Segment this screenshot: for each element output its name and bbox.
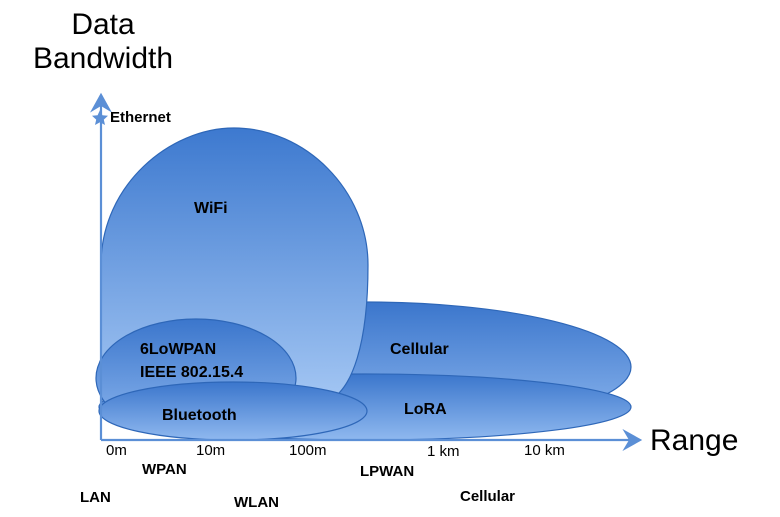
ethernet-label: Ethernet (110, 109, 171, 126)
tick-label: 0m (106, 442, 127, 459)
tick-label: 1 km (427, 443, 460, 460)
cellular-class-label: Cellular (460, 488, 516, 505)
y-axis-title: Data Bandwidth (24, 8, 182, 76)
star-icon (92, 110, 108, 125)
lora-label: LoRA (404, 401, 447, 418)
y-axis-title-line1: Data (71, 8, 135, 41)
lpwan-label: LPWAN (360, 463, 415, 480)
tick-label: 10m (196, 442, 226, 459)
tick-label: 10 km (524, 442, 565, 459)
bluetooth-label: Bluetooth (162, 407, 237, 424)
cellular-label: Cellular (390, 341, 449, 358)
tick-label: 100m (289, 442, 327, 459)
lan-label: LAN (80, 489, 111, 506)
wlan-label: WLAN (234, 494, 279, 511)
wifi-label: WiFi (194, 200, 228, 217)
x-axis-title: Range (650, 424, 739, 457)
lowpan-label-line1: 6LoWPAN (140, 341, 217, 358)
y-axis-title-line2: Bandwidth (32, 42, 174, 75)
wpan-label: WPAN (142, 461, 187, 478)
lowpan-label-line2: IEEE 802.15.4 (140, 364, 244, 381)
